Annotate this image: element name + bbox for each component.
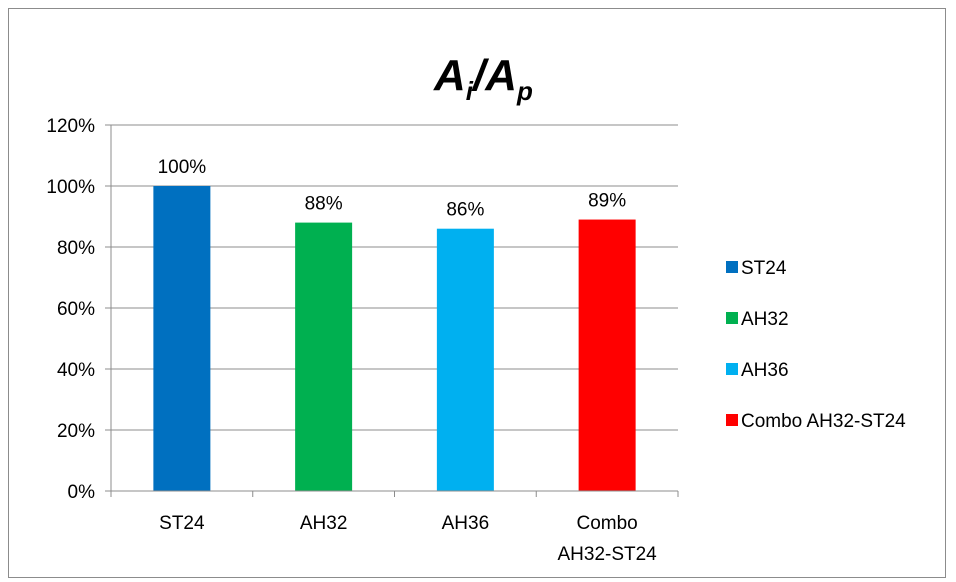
bar	[153, 186, 211, 491]
legend-swatch	[726, 414, 738, 426]
y-tick-label: 40%	[57, 360, 95, 381]
title-subscript-1: i	[466, 76, 474, 106]
y-tick-label: 80%	[57, 238, 95, 259]
x-tick-label: ST24	[159, 513, 205, 534]
y-tick-label: 0%	[68, 482, 96, 503]
legend-label: Combo AH32-ST24	[741, 411, 906, 432]
y-tick-label: 100%	[46, 177, 95, 198]
y-tick-label: 60%	[57, 299, 95, 320]
y-axis: 0% 20% 40% 60% 80% 100% 120%	[46, 116, 112, 503]
title-base-2: A	[484, 51, 517, 100]
legend: ST24 AH32 AH36 Combo AH32-ST24	[726, 258, 906, 432]
title-base-1: A	[433, 51, 466, 100]
y-tick-label: 120%	[46, 116, 95, 137]
legend-swatch	[726, 261, 738, 273]
bar	[295, 222, 353, 491]
legend-swatch	[726, 312, 738, 324]
legend-label: ST24	[741, 258, 787, 279]
x-tick-label-line2: AH32-ST24	[557, 544, 657, 565]
x-tick-label: Combo	[577, 513, 638, 534]
data-label: 88%	[305, 194, 343, 215]
title-subscript-2: p	[516, 76, 533, 106]
legend-swatch	[726, 363, 738, 375]
chart-title: Ai/Ap	[433, 51, 533, 106]
x-tick-label: AH32	[300, 513, 348, 534]
y-tick-label: 20%	[57, 421, 95, 442]
x-tick-label: AH36	[442, 513, 490, 534]
data-label: 100%	[158, 157, 207, 178]
x-axis: ST24 AH32 AH36 Combo AH32-ST24	[110, 490, 679, 565]
bar	[578, 219, 636, 492]
bar	[436, 228, 494, 491]
data-label: 89%	[588, 191, 626, 212]
bar-series: 100% 88% 86% 89%	[153, 157, 636, 492]
data-label: 86%	[446, 200, 484, 221]
legend-label: AH32	[741, 309, 789, 330]
legend-label: AH36	[741, 360, 789, 381]
